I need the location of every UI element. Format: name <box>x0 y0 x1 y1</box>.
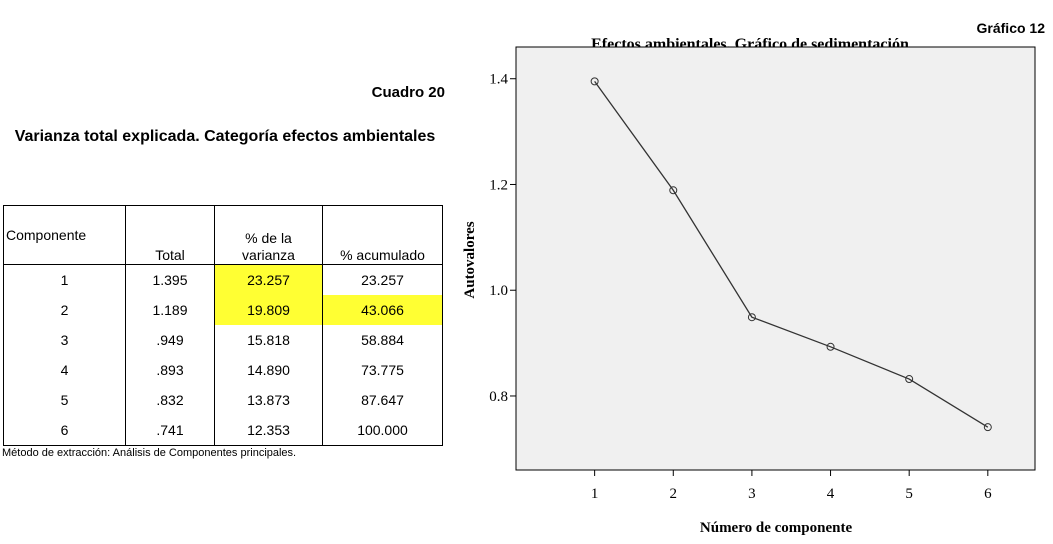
data-row: 4.893 14.890 73.775 <box>3 355 443 385</box>
cell: 87.647 <box>322 385 443 415</box>
x-tick-label: 1 <box>591 486 599 502</box>
cell: 100.000 <box>322 415 443 446</box>
y-tick-label: 1.4 <box>489 72 508 88</box>
header-cell: % de la varianza <box>214 205 323 265</box>
x-tick-label: 4 <box>827 486 835 502</box>
data-row: 3.949 15.818 58.884 <box>3 325 443 355</box>
y-tick-label: 1.2 <box>489 177 508 193</box>
data-row: 1 1.395 23.257 23.257 <box>3 264 443 295</box>
header-cell: Componente <box>3 205 126 265</box>
x-tick-label: 2 <box>670 486 678 502</box>
cell: 5 <box>3 385 126 415</box>
cell: 73.775 <box>322 355 443 385</box>
cell: 1.189 <box>125 295 215 325</box>
line <box>594 80 989 428</box>
cell: 19.809 <box>214 295 323 325</box>
cell: 1.395 <box>125 264 215 295</box>
point <box>826 342 835 351</box>
header-cell: % acumulado <box>322 205 443 265</box>
x-tick-label: 5 <box>905 486 913 502</box>
point <box>590 77 599 86</box>
header-row: Componente Total% de la varianza% acumula… <box>3 205 443 265</box>
point <box>747 313 756 322</box>
footnote: Método de extracción: Análisis de Compon… <box>2 447 297 459</box>
x-tick-label: 6 <box>984 486 992 502</box>
plot-area <box>515 46 1036 471</box>
cell: 58.884 <box>322 325 443 355</box>
point <box>905 375 914 384</box>
y-tick-label: 0.8 <box>489 389 508 405</box>
header-cell: Total <box>125 205 215 265</box>
cell: 23.257 <box>214 264 323 295</box>
cell: 23.257 <box>322 264 443 295</box>
cell: .893 <box>125 355 215 385</box>
cell: 13.873 <box>214 385 323 415</box>
data-row: 5.832 13.873 87.647 <box>3 385 443 415</box>
data-row: 6.741 12.353 100.000 <box>3 415 443 446</box>
cell: 1 <box>3 264 126 295</box>
chart-number: Gráfico 12 <box>977 20 1046 36</box>
y-tick-label: 1.0 <box>489 283 508 299</box>
point <box>983 423 992 432</box>
cell: .832 <box>125 385 215 415</box>
x-tick-label: 3 <box>748 486 756 502</box>
point <box>669 186 678 195</box>
cell: 14.890 <box>214 355 323 385</box>
cell: 43.066 <box>322 295 443 325</box>
cell: 12.353 <box>214 415 323 446</box>
x-axis-title: Número de componente <box>700 520 853 536</box>
cell: 3 <box>3 325 126 355</box>
cell: 6 <box>3 415 126 446</box>
cell: .949 <box>125 325 215 355</box>
data-row: 2 1.189 19.809 43.066 <box>3 295 443 325</box>
table-number: Cuadro 20 <box>371 84 445 101</box>
table-title: Varianza total explicada. Categoría efec… <box>14 128 436 145</box>
variance-table: Componente Total% de la varianza% acumula… <box>3 205 443 446</box>
y-axis-title: Autovalores <box>462 221 478 298</box>
cell: .741 <box>125 415 215 446</box>
